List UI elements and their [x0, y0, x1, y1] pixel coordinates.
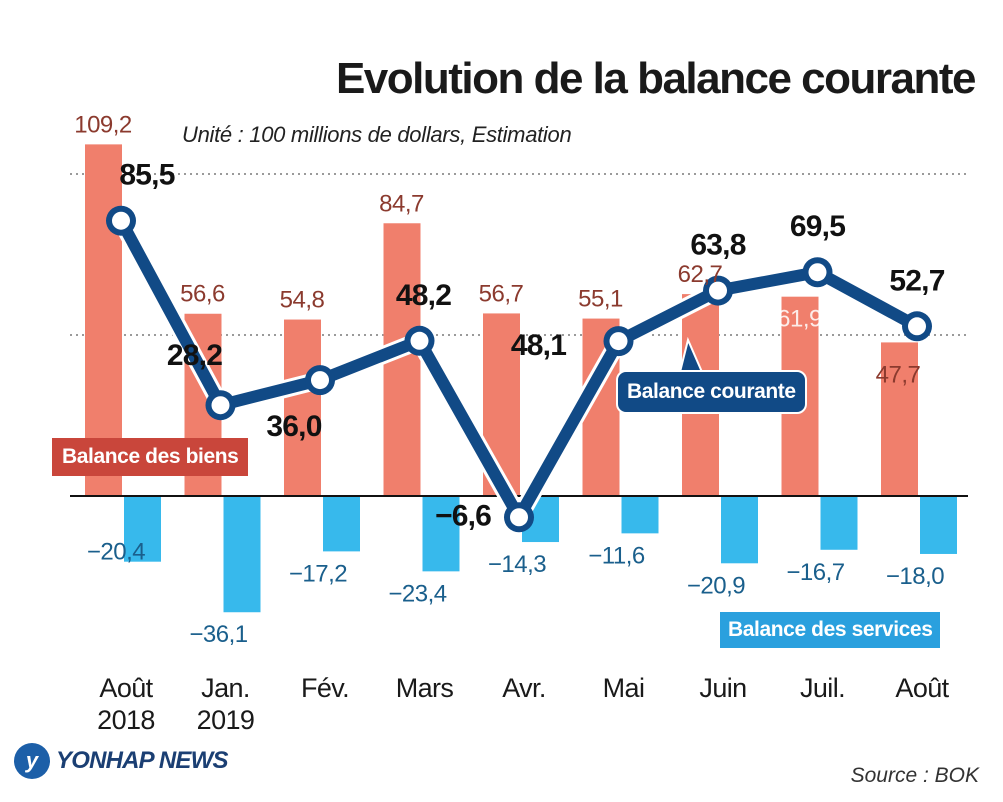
- current-point: [510, 508, 528, 527]
- data-label-services: −36,1: [189, 621, 247, 648]
- yonhap-logo: y YONHAP NEWS: [14, 743, 228, 779]
- x-tick-label: Avr.: [502, 673, 546, 703]
- current-point: [609, 332, 628, 351]
- current-point: [311, 371, 329, 390]
- data-label-goods: 47,7: [876, 361, 921, 388]
- data-label-goods: 55,1: [578, 286, 623, 313]
- bar-services: [323, 496, 360, 552]
- data-label-goods: 56,6: [180, 281, 225, 308]
- data-label-current: 36,0: [266, 410, 321, 443]
- bar-services: [721, 496, 758, 564]
- x-tick-label: Mars: [396, 673, 454, 703]
- x-tick-label: Jan.: [201, 673, 250, 703]
- chart-title: Evolution de la balance courante: [335, 54, 977, 103]
- data-label-goods: 56,7: [479, 280, 524, 307]
- current-point: [211, 396, 230, 415]
- current-point: [709, 281, 727, 300]
- bar-services: [422, 496, 460, 572]
- x-tick-label: Mai: [603, 673, 645, 703]
- current-account-line: [106, 205, 932, 533]
- data-label-goods: 62,7: [678, 261, 723, 288]
- current-point: [908, 317, 926, 336]
- data-label-goods: 109,2: [74, 111, 132, 138]
- yonhap-logo-text: YONHAP NEWS: [56, 747, 228, 774]
- data-label-current: 28,2: [167, 339, 222, 372]
- x-tick-label: Juil.: [800, 673, 845, 703]
- bar-goods: [85, 144, 122, 496]
- data-label-services: −23,4: [388, 580, 446, 607]
- bar-services: [621, 496, 659, 534]
- bar-goods: [881, 342, 918, 496]
- source-note: Source : BOK: [850, 764, 979, 787]
- data-label-current: 48,2: [396, 279, 451, 312]
- data-label-services: −16,7: [786, 559, 844, 586]
- x-tick-label: Fév.: [301, 673, 349, 703]
- bar-services: [920, 496, 957, 554]
- data-label-services: −20,4: [87, 539, 145, 566]
- current-point: [808, 263, 827, 282]
- x-tick-label: 2018: [97, 705, 155, 735]
- data-label-current: 48,1: [511, 329, 566, 362]
- legend-services-balance: Balance des services: [720, 612, 941, 648]
- current-point: [410, 331, 429, 350]
- bar-goods: [284, 319, 321, 496]
- data-label-current: 69,5: [790, 210, 845, 243]
- bar-services: [124, 496, 161, 562]
- data-label-current: 85,5: [119, 159, 174, 192]
- legend-goods-balance: Balance des biens: [52, 438, 249, 476]
- data-labels: 109,2 56,6 54,8 84,7 56,7 55,1 62,7 61,9 47,7 −20…: [74, 111, 945, 648]
- data-label-services: −14,3: [488, 551, 546, 578]
- data-label-current: 63,8: [690, 229, 745, 262]
- chart-subtitle: Unité : 100 millions de dollars, Estimat…: [182, 122, 572, 147]
- bar-services: [223, 496, 261, 613]
- x-tick-label: Août: [895, 673, 949, 703]
- data-label-services: −11,6: [588, 542, 645, 569]
- data-label-current: 52,7: [889, 264, 944, 297]
- x-tick-label: 2019: [197, 705, 255, 735]
- x-tick-label: Août: [99, 673, 153, 703]
- data-label-services: −18,0: [886, 563, 944, 590]
- data-label-services: −17,2: [289, 560, 347, 587]
- data-label-goods: 61,9: [777, 306, 822, 333]
- data-label-goods: 84,7: [379, 190, 424, 217]
- x-tick-label: Juin: [699, 673, 746, 703]
- data-label-services: −20,9: [687, 572, 745, 599]
- data-label-goods: 54,8: [280, 287, 325, 314]
- gridlines: [70, 173, 968, 336]
- legend-current-account: Balance courante: [616, 370, 807, 414]
- current-point: [112, 211, 130, 230]
- yonhap-logo-icon: y: [14, 743, 50, 779]
- bars: [85, 144, 957, 613]
- data-label-current: −6,6: [435, 499, 491, 532]
- bar-services: [820, 496, 858, 550]
